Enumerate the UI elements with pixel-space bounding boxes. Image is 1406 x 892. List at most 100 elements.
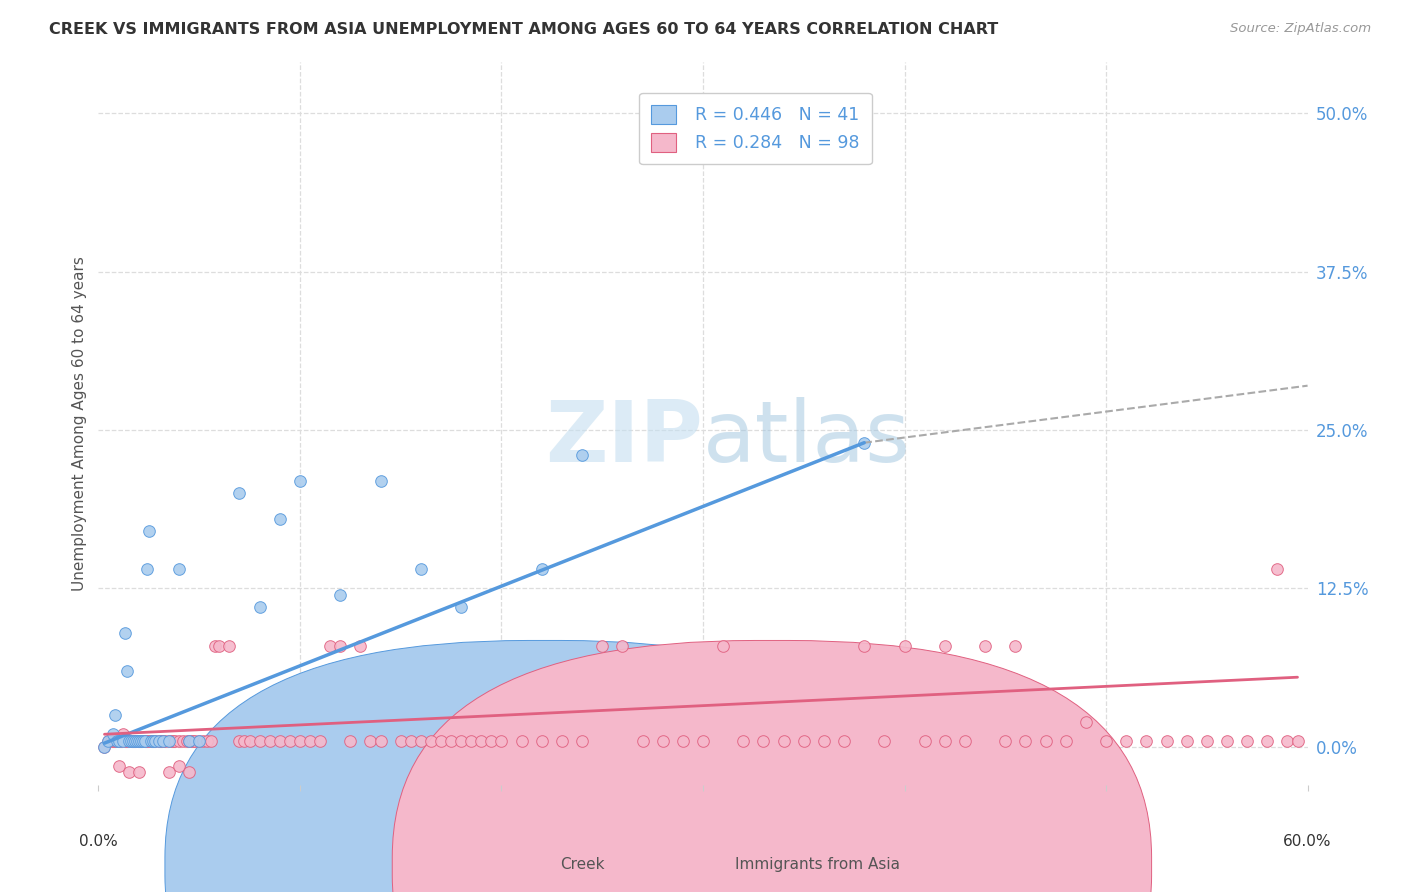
Point <box>107 759 129 773</box>
Point <box>853 639 876 653</box>
Point <box>218 639 240 653</box>
Point <box>121 733 143 747</box>
Point <box>934 733 956 747</box>
Point <box>232 733 254 747</box>
Point <box>114 625 136 640</box>
Point <box>134 733 156 747</box>
Point <box>239 733 262 747</box>
Text: atlas: atlas <box>703 397 911 480</box>
Point <box>1267 562 1289 576</box>
Point <box>1115 733 1137 747</box>
Point <box>93 739 115 754</box>
Point <box>163 733 186 747</box>
Point <box>118 733 141 747</box>
Point <box>125 733 148 747</box>
Point <box>612 639 634 653</box>
Point <box>114 733 136 747</box>
Point <box>143 733 166 747</box>
Point <box>101 733 124 747</box>
Point <box>180 733 202 747</box>
Point <box>118 733 141 747</box>
Point <box>420 733 443 747</box>
Point <box>160 733 183 747</box>
Point <box>360 733 382 747</box>
Point <box>188 733 211 747</box>
Point <box>481 733 503 747</box>
Point <box>142 733 165 747</box>
Point <box>1135 733 1157 747</box>
Point <box>139 733 162 747</box>
Point <box>1277 733 1299 747</box>
Point <box>167 562 190 576</box>
Point <box>184 733 207 747</box>
Point <box>129 733 152 747</box>
Point <box>692 119 714 133</box>
Point <box>134 733 156 747</box>
Point <box>269 512 291 526</box>
Point <box>228 733 250 747</box>
Point <box>339 733 361 747</box>
Point <box>733 733 755 747</box>
Point <box>153 733 176 747</box>
Point <box>128 765 150 780</box>
Text: 0.0%: 0.0% <box>79 834 118 849</box>
Point <box>259 733 281 747</box>
Point <box>208 639 231 653</box>
Point <box>440 733 463 747</box>
Point <box>97 733 120 747</box>
Point <box>571 449 593 463</box>
Point <box>115 733 138 747</box>
Point <box>409 562 432 576</box>
Point <box>152 733 174 747</box>
Point <box>138 524 160 539</box>
Point <box>309 733 332 747</box>
Point <box>228 486 250 500</box>
Point <box>329 639 352 653</box>
Y-axis label: Unemployment Among Ages 60 to 64 years: Unemployment Among Ages 60 to 64 years <box>72 256 87 591</box>
Point <box>974 639 997 653</box>
Point <box>167 733 190 747</box>
Point <box>591 639 613 653</box>
Point <box>124 733 146 747</box>
Point <box>195 733 218 747</box>
FancyBboxPatch shape <box>165 640 924 892</box>
Point <box>128 733 150 747</box>
Point <box>179 765 201 780</box>
Point <box>167 759 190 773</box>
Point <box>491 733 513 747</box>
Point <box>176 733 198 747</box>
Point <box>873 733 896 747</box>
Point <box>711 639 734 653</box>
Point <box>111 727 134 741</box>
Point <box>813 733 835 747</box>
Point <box>370 474 392 488</box>
Point <box>1216 733 1239 747</box>
Legend:   R = 0.446   N = 41,   R = 0.284   N = 98: R = 0.446 N = 41, R = 0.284 N = 98 <box>640 93 872 164</box>
Point <box>631 733 654 747</box>
Point <box>139 733 162 747</box>
Point <box>1156 733 1178 747</box>
Point <box>249 733 271 747</box>
Point <box>132 733 155 747</box>
Point <box>157 765 180 780</box>
Point <box>118 765 141 780</box>
Point <box>179 733 201 747</box>
Point <box>651 733 673 747</box>
Point <box>1256 733 1278 747</box>
Point <box>115 664 138 678</box>
Point <box>329 588 352 602</box>
Point <box>188 733 211 747</box>
Point <box>893 639 915 653</box>
Point <box>288 733 311 747</box>
Point <box>125 733 148 747</box>
Point <box>1014 733 1036 747</box>
Point <box>107 733 129 747</box>
Point <box>510 733 533 747</box>
Point <box>793 733 815 747</box>
Point <box>430 733 453 747</box>
Point <box>148 733 170 747</box>
Point <box>1195 733 1218 747</box>
Point <box>162 733 184 747</box>
Point <box>129 733 152 747</box>
Point <box>103 708 125 723</box>
